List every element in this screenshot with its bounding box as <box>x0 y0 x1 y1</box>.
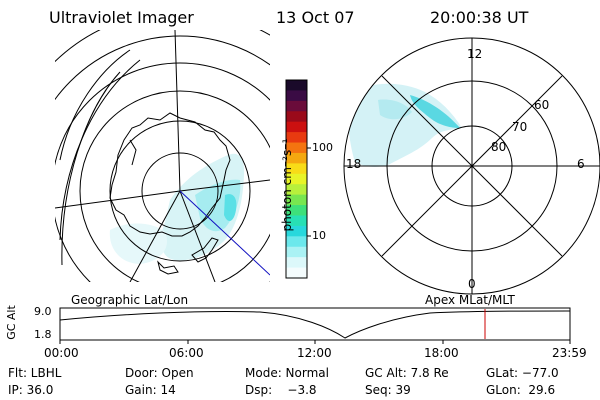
time-label: 20:00:38 UT <box>430 8 529 27</box>
right-uv-emission <box>347 83 462 167</box>
colorbar-unit-label: photon cm⁻²s⁻¹ <box>280 138 294 232</box>
geographic-map <box>55 30 270 282</box>
lat-label-80: 80 <box>491 140 507 154</box>
xtick-2359: 23:59 <box>552 346 587 360</box>
instrument-title: Ultraviolet Imager <box>49 8 194 27</box>
info-door: Door: Open <box>125 366 194 380</box>
info-glon: GLon: 29.6 <box>486 383 556 397</box>
colorbar-segment <box>286 184 307 196</box>
colorbar-segment <box>286 225 307 237</box>
info-gc-alt: GC Alt: 7.8 Re <box>365 366 449 380</box>
colorbar-segment <box>286 111 307 123</box>
info-mode: Mode: Normal <box>245 366 329 380</box>
info-glat: GLat: −77.0 <box>486 366 559 380</box>
colorbar-segment <box>286 121 307 133</box>
mlt-label-6: 6 <box>577 157 585 171</box>
colorbar-segment <box>286 90 307 102</box>
colorbar-tick-100: 100 <box>312 141 333 154</box>
colorbar-segment <box>286 246 307 258</box>
lat-label-60: 60 <box>534 98 550 112</box>
colorbar-segment <box>286 194 307 206</box>
colorbar-segment <box>286 132 307 144</box>
xtick-0600: 06:00 <box>169 346 204 360</box>
info-dsp: Dsp: −3.8 <box>245 383 317 397</box>
geographic-caption: Geographic Lat/Lon <box>71 293 189 307</box>
altitude-time-plot <box>59 307 571 344</box>
xtick-1200: 12:00 <box>297 346 332 360</box>
altitude-curve <box>59 310 571 339</box>
colorbar-segment <box>286 80 307 92</box>
mlt-label-18: 18 <box>346 157 362 171</box>
lat-label-70: 70 <box>512 120 528 134</box>
info-seq: Seq: 39 <box>365 383 411 397</box>
apex-caption: Apex MLat/MLT <box>425 293 515 307</box>
antarctica-coastline <box>109 112 231 237</box>
info-filter: Flt: LBHL <box>8 366 62 380</box>
date-label: 13 Oct 07 <box>276 8 355 27</box>
ytick-9: 9.0 <box>34 305 52 318</box>
info-gain: Gain: 14 <box>125 383 176 397</box>
time-plot-ylabel: GC Alt <box>4 305 18 340</box>
colorbar-segment <box>286 257 307 269</box>
colorbar-segment <box>286 236 307 248</box>
colorbar-segment <box>286 267 307 279</box>
colorbar-segment <box>286 163 307 175</box>
track-line <box>179 190 270 276</box>
colorbar <box>285 79 311 279</box>
xtick-0000: 00:00 <box>44 346 79 360</box>
magnetic-polar-plot <box>343 37 600 295</box>
left-meridians <box>55 30 270 282</box>
colorbar-segment <box>286 205 307 217</box>
ytick-1-8: 1.8 <box>34 328 52 341</box>
left-uv-emission <box>109 153 245 264</box>
colorbar-segment <box>286 173 307 185</box>
colorbar-tick-10: 10 <box>312 229 326 242</box>
mlt-label-12: 12 <box>467 47 483 61</box>
colorbar-segment <box>286 152 307 164</box>
xtick-1800: 18:00 <box>424 346 459 360</box>
colorbar-segment <box>286 100 307 112</box>
colorbar-segment <box>286 215 307 227</box>
colorbar-segment <box>286 142 307 154</box>
mlt-label-0: 0 <box>468 277 476 291</box>
info-ip: IP: 36.0 <box>8 383 54 397</box>
